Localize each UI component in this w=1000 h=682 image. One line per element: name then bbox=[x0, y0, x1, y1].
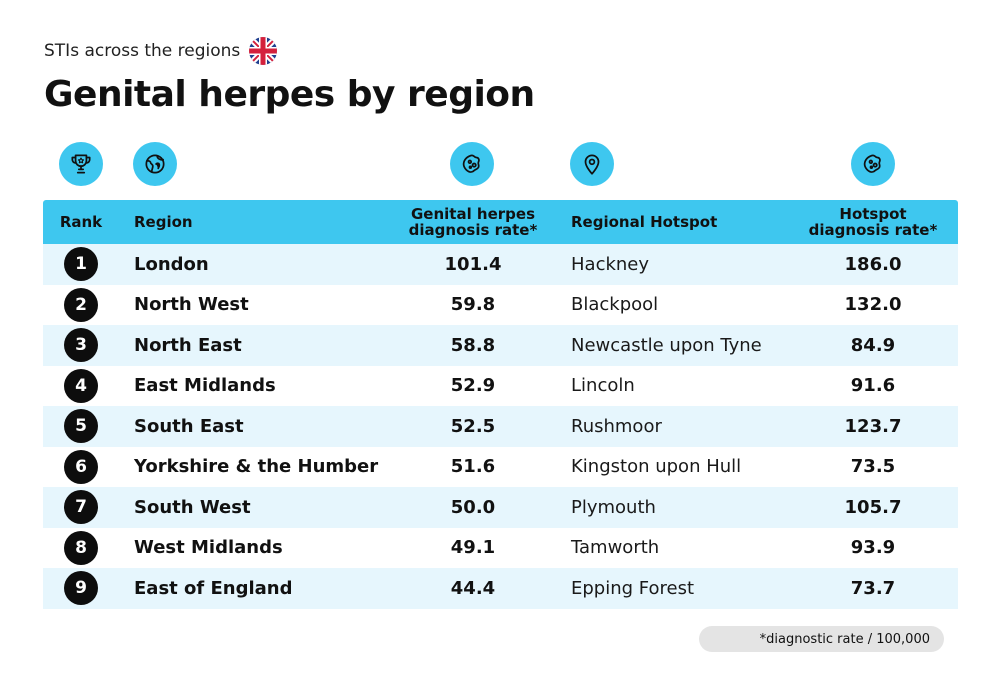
region-name: East Midlands bbox=[134, 375, 276, 397]
diagnosis-rate: 52.5 bbox=[450, 415, 496, 437]
hotspot-rate: 105.7 bbox=[844, 496, 902, 518]
header-region: Region bbox=[134, 213, 193, 231]
rank-badge: 5 bbox=[64, 409, 98, 444]
diagnosis-rate: 51.6 bbox=[450, 456, 496, 478]
region-name: Yorkshire & the Humber bbox=[134, 456, 379, 478]
diagnosis-rate: 59.8 bbox=[450, 294, 496, 316]
table-row: 8 West Midlands 49.1 Tamworth 93.9 bbox=[43, 528, 958, 569]
region-name: East of England bbox=[134, 577, 293, 599]
hotspot-rate: 186.0 bbox=[844, 253, 902, 275]
page-title: Genital herpes by region bbox=[44, 74, 535, 115]
uk-flag-icon bbox=[249, 37, 278, 65]
diagnosis-rate: 50.0 bbox=[450, 496, 496, 518]
rank-badge: 2 bbox=[64, 287, 98, 322]
table-row: 2 North West 59.8 Blackpool 132.0 bbox=[43, 285, 958, 326]
diagnosis-rate: 58.8 bbox=[450, 334, 496, 356]
diagnosis-rate: 101.4 bbox=[444, 253, 502, 275]
table-header: Rank Region Genital herpes diagnosis rat… bbox=[43, 200, 958, 244]
header-rate: Genital herpes diagnosis rate* bbox=[373, 200, 573, 244]
rank-badge: 4 bbox=[64, 368, 98, 403]
region-name: West Midlands bbox=[134, 537, 283, 559]
hotspot-name: Blackpool bbox=[571, 294, 659, 316]
table-row: 9 East of England 44.4 Epping Forest 73.… bbox=[43, 568, 958, 609]
header-hotspot: Regional Hotspot bbox=[571, 213, 718, 231]
hotspot-name: Plymouth bbox=[571, 496, 656, 518]
table-row: 4 East Midlands 52.9 Lincoln 91.6 bbox=[43, 366, 958, 407]
header-hotrate-line1: Hotspot bbox=[839, 205, 907, 223]
region-name: London bbox=[134, 253, 209, 275]
header-rank: Rank bbox=[59, 213, 103, 231]
header-hotspot-rate: Hotspot diagnosis rate* bbox=[773, 200, 973, 244]
region-name: South West bbox=[134, 496, 251, 518]
rank-badge: 1 bbox=[64, 247, 98, 282]
hotspot-name: Tamworth bbox=[571, 537, 660, 559]
hotspot-rate: 73.5 bbox=[850, 456, 896, 478]
rank-badge: 6 bbox=[64, 449, 98, 484]
hotspot-name: Hackney bbox=[571, 253, 650, 275]
subtitle-row: STIs across the regions bbox=[44, 36, 278, 66]
globe-icon bbox=[133, 142, 177, 186]
table-row: 6 Yorkshire & the Humber 51.6 Kingston u… bbox=[43, 447, 958, 488]
virus-icon bbox=[450, 142, 494, 186]
rank-badge: 3 bbox=[64, 328, 98, 363]
region-name: North West bbox=[134, 294, 249, 316]
rank-badge: 8 bbox=[64, 530, 98, 565]
rankings-table: Rank Region Genital herpes diagnosis rat… bbox=[43, 200, 958, 609]
hotspot-rate: 132.0 bbox=[844, 294, 902, 316]
diagnosis-rate: 44.4 bbox=[450, 577, 496, 599]
trophy-icon bbox=[59, 142, 103, 186]
hotspot-name: Epping Forest bbox=[571, 577, 695, 599]
region-name: South East bbox=[134, 415, 244, 437]
hotspot-rate: 84.9 bbox=[850, 334, 896, 356]
table-row: 3 North East 58.8 Newcastle upon Tyne 84… bbox=[43, 325, 958, 366]
hotspot-name: Rushmoor bbox=[571, 415, 662, 437]
hotspot-rate: 73.7 bbox=[850, 577, 896, 599]
subtitle: STIs across the regions bbox=[44, 41, 241, 61]
header-rate-line2: diagnosis rate* bbox=[408, 221, 538, 239]
header-rate-line1: Genital herpes bbox=[410, 205, 536, 223]
hotspot-rate: 91.6 bbox=[850, 375, 896, 397]
rank-badge: 7 bbox=[64, 490, 98, 525]
table-row: 1 London 101.4 Hackney 186.0 bbox=[43, 244, 958, 285]
hotspot-name: Newcastle upon Tyne bbox=[571, 334, 762, 356]
virus-icon bbox=[851, 142, 895, 186]
hotspot-rate: 93.9 bbox=[850, 537, 896, 559]
hotspot-name: Lincoln bbox=[571, 375, 635, 397]
table-row: 7 South West 50.0 Plymouth 105.7 bbox=[43, 487, 958, 528]
region-name: North East bbox=[134, 334, 242, 356]
location-pin-icon bbox=[570, 142, 614, 186]
diagnosis-rate: 52.9 bbox=[450, 375, 496, 397]
footnote: *diagnostic rate / 100,000 bbox=[699, 626, 944, 652]
table-row: 5 South East 52.5 Rushmoor 123.7 bbox=[43, 406, 958, 447]
diagnosis-rate: 49.1 bbox=[450, 537, 496, 559]
header-hotrate-line2: diagnosis rate* bbox=[808, 221, 938, 239]
hotspot-rate: 123.7 bbox=[844, 415, 902, 437]
rank-badge: 9 bbox=[64, 571, 98, 606]
hotspot-name: Kingston upon Hull bbox=[571, 456, 742, 478]
